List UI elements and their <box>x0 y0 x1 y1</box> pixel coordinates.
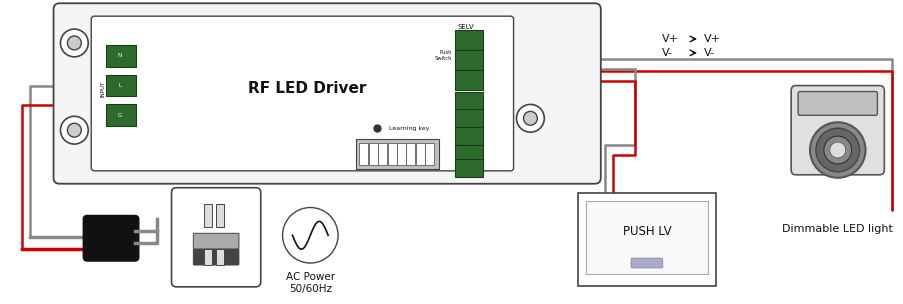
FancyBboxPatch shape <box>193 249 238 265</box>
FancyBboxPatch shape <box>454 159 482 177</box>
FancyBboxPatch shape <box>106 45 135 67</box>
Circle shape <box>809 122 864 178</box>
Text: SELV: SELV <box>457 24 474 30</box>
Circle shape <box>516 104 544 132</box>
Circle shape <box>523 111 536 125</box>
FancyBboxPatch shape <box>193 233 238 249</box>
Circle shape <box>68 36 81 50</box>
Circle shape <box>68 123 81 137</box>
FancyBboxPatch shape <box>91 16 513 171</box>
Text: V-: V- <box>703 48 714 58</box>
FancyBboxPatch shape <box>204 249 212 265</box>
FancyBboxPatch shape <box>585 201 707 274</box>
FancyBboxPatch shape <box>216 204 224 227</box>
Text: Push
Switch: Push Switch <box>434 50 452 61</box>
Text: AC Power
50/60Hz: AC Power 50/60Hz <box>285 272 334 294</box>
FancyBboxPatch shape <box>454 50 482 70</box>
FancyBboxPatch shape <box>396 143 405 165</box>
FancyBboxPatch shape <box>106 104 135 126</box>
Text: N: N <box>117 53 122 58</box>
FancyBboxPatch shape <box>387 143 396 165</box>
FancyBboxPatch shape <box>454 92 482 109</box>
FancyBboxPatch shape <box>424 143 433 165</box>
Circle shape <box>823 136 851 164</box>
FancyBboxPatch shape <box>83 216 139 261</box>
FancyBboxPatch shape <box>406 143 415 165</box>
Circle shape <box>829 142 844 158</box>
FancyBboxPatch shape <box>454 70 482 90</box>
Text: INPUT: INPUT <box>100 81 106 97</box>
FancyBboxPatch shape <box>368 143 377 165</box>
FancyBboxPatch shape <box>454 30 482 50</box>
Circle shape <box>61 116 88 144</box>
FancyBboxPatch shape <box>106 75 135 96</box>
FancyBboxPatch shape <box>797 92 877 115</box>
Text: V+: V+ <box>662 34 678 44</box>
FancyBboxPatch shape <box>53 3 600 184</box>
FancyBboxPatch shape <box>216 249 224 265</box>
FancyBboxPatch shape <box>454 145 482 163</box>
FancyBboxPatch shape <box>577 193 715 286</box>
FancyBboxPatch shape <box>630 258 662 268</box>
Text: L: L <box>118 83 121 88</box>
FancyBboxPatch shape <box>454 109 482 127</box>
FancyBboxPatch shape <box>454 127 482 145</box>
Text: G: G <box>117 113 122 118</box>
FancyBboxPatch shape <box>790 85 883 175</box>
FancyBboxPatch shape <box>415 143 424 165</box>
Text: V-: V- <box>662 48 673 58</box>
Circle shape <box>815 128 859 172</box>
Text: PUSH LV: PUSH LV <box>622 225 671 238</box>
Circle shape <box>61 29 88 57</box>
FancyBboxPatch shape <box>359 143 368 165</box>
FancyBboxPatch shape <box>172 188 260 287</box>
Text: Learning key: Learning key <box>388 126 429 131</box>
Text: RF LED Driver: RF LED Driver <box>248 81 366 96</box>
FancyBboxPatch shape <box>204 204 212 227</box>
Text: Dimmable LED light: Dimmable LED light <box>781 224 892 234</box>
FancyBboxPatch shape <box>377 143 386 165</box>
Text: V+: V+ <box>703 34 720 44</box>
FancyBboxPatch shape <box>356 139 439 169</box>
